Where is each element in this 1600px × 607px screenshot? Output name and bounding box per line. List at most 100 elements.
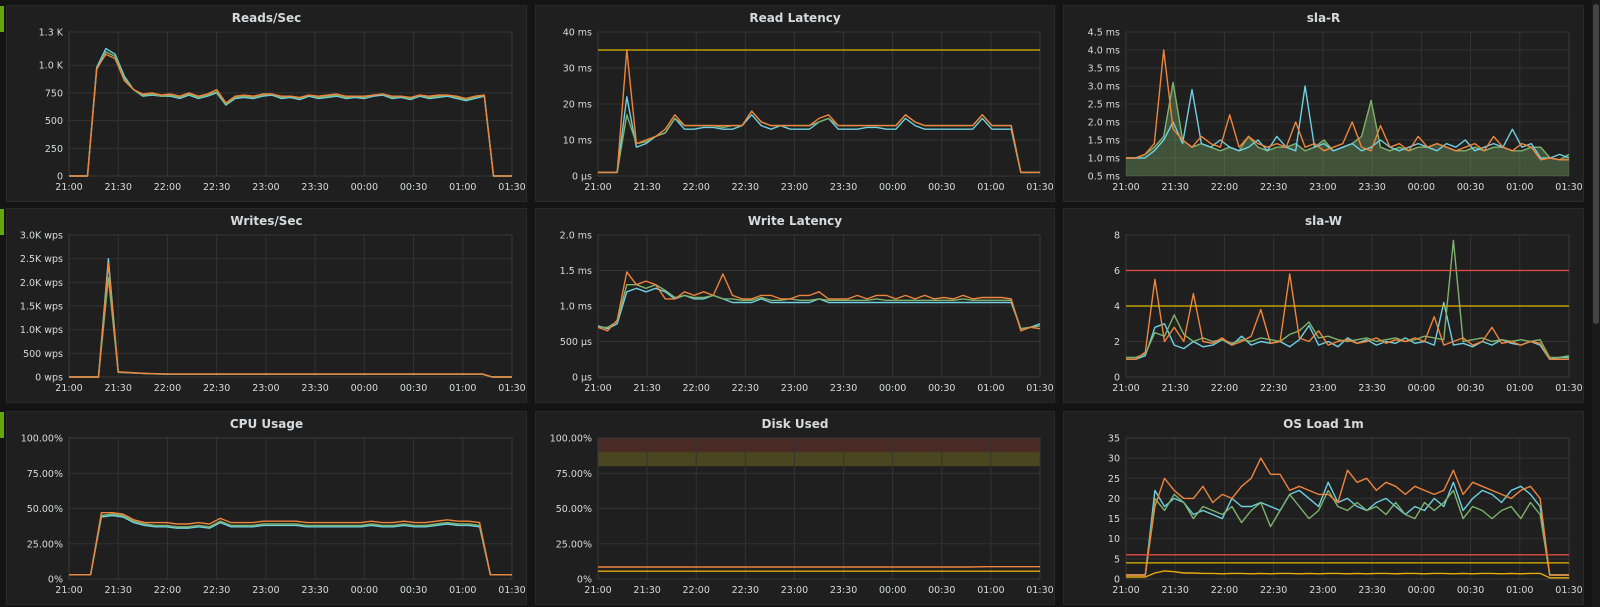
- x-tick-label: 22:30: [203, 182, 230, 193]
- series-line[interactable]: [598, 110, 1040, 174]
- y-tick-label: 1.3 K: [39, 28, 64, 39]
- series-line[interactable]: [598, 96, 1040, 174]
- series-line[interactable]: [69, 53, 512, 177]
- y-tick-label: 50.00%: [27, 504, 63, 515]
- series-line[interactable]: [1126, 489, 1569, 576]
- x-tick-label: 01:30: [498, 585, 525, 596]
- y-tick-label: 500: [45, 116, 63, 127]
- x-tick-label: 00:30: [928, 585, 955, 596]
- x-tick-label: 01:30: [1555, 383, 1582, 394]
- y-tick-label: 0: [1114, 575, 1120, 586]
- series-line[interactable]: [69, 276, 512, 378]
- series-line[interactable]: [1126, 273, 1569, 360]
- x-tick-label: 00:00: [351, 383, 378, 394]
- y-tick-label: 15: [1108, 514, 1120, 525]
- x-tick-label: 01:30: [1026, 585, 1053, 596]
- page-scrollbar[interactable]: [1592, 0, 1600, 607]
- y-tick-label: 25.00%: [27, 539, 63, 550]
- y-tick-label: 0 wps: [35, 373, 63, 384]
- panel-title[interactable]: sla-W: [1304, 214, 1343, 228]
- y-tick-label: 2.0 ms: [1088, 118, 1120, 129]
- chart-reads: 0 250 500 750 1.0 K 1.3 K 21:00 21:30 22:00 22:30…: [39, 28, 526, 194]
- panel-sla-w[interactable]: sla-W 0 2 4 6 8 21:00 21:30 22:00 22:30 23:00 23:3…: [1063, 208, 1584, 403]
- panel-title[interactable]: Write Latency: [747, 214, 843, 228]
- x-tick-label: 22:30: [1260, 585, 1287, 596]
- series-line[interactable]: [1126, 481, 1569, 576]
- y-tick-label: 2.5 ms: [1088, 100, 1120, 111]
- panel-disk[interactable]: Disk Used 0% 25.00% 50.00% 75.00% 100.00% 21:…: [535, 411, 1055, 605]
- x-tick-label: 21:00: [55, 383, 82, 394]
- series-line[interactable]: [1126, 85, 1570, 159]
- plot-frame: [1125, 31, 1570, 177]
- y-tick-label: 0%: [48, 575, 63, 586]
- x-tick-label: 00:30: [400, 585, 427, 596]
- x-tick-label: 23:00: [781, 383, 808, 394]
- x-tick-label: 23:30: [830, 383, 857, 394]
- panel-reads[interactable]: Reads/Sec 0 250 500 750 1.0 K 1.3 K 21:00 21:30…: [6, 5, 527, 202]
- plot-frame: [597, 437, 1041, 580]
- x-tick-label: 23:30: [301, 383, 328, 394]
- panel-title[interactable]: Disk Used: [761, 417, 829, 431]
- y-tick-label: 1.5K wps: [20, 302, 63, 313]
- panel-title[interactable]: Reads/Sec: [231, 11, 302, 25]
- x-tick-label: 21:30: [1162, 182, 1189, 193]
- series-line[interactable]: [69, 514, 512, 576]
- series-line[interactable]: [69, 513, 512, 576]
- series-line[interactable]: [69, 258, 512, 378]
- panel-cpu[interactable]: CPU Usage 0% 25.00% 50.00% 75.00% 100.00% 21:…: [6, 411, 527, 605]
- panel-write-latency[interactable]: Write Latency 0 µs 500 µs 1.0 ms 1.5 ms 2.0 …: [535, 208, 1055, 403]
- chart-writes: 0 wps 500 wps 1.0K wps 1.5K wps 2.0K wps 2.5K…: [20, 231, 526, 395]
- x-tick-label: 22:30: [732, 182, 759, 193]
- x-tick-label: 21:30: [1162, 383, 1189, 394]
- x-tick-label: 22:00: [154, 585, 181, 596]
- panel-title[interactable]: CPU Usage: [229, 417, 304, 431]
- panel-title[interactable]: Read Latency: [749, 11, 841, 25]
- chart-disk: 0% 25.00% 50.00% 75.00% 100.00% 21:00 21:30 22:…: [550, 434, 1054, 597]
- row-collapse-handle-2[interactable]: [0, 209, 4, 235]
- series-area: [1126, 82, 1569, 176]
- x-tick-label: 23:00: [252, 383, 279, 394]
- panel-title[interactable]: sla-R: [1306, 11, 1341, 25]
- y-tick-label: 5: [1114, 554, 1120, 565]
- x-tick-label: 23:30: [830, 585, 857, 596]
- panel-title[interactable]: OS Load 1m: [1283, 417, 1364, 431]
- series-line[interactable]: [69, 512, 512, 576]
- y-tick-label: 4.0 ms: [1088, 46, 1120, 57]
- panel-title[interactable]: Writes/Sec: [230, 214, 303, 228]
- series-line[interactable]: [69, 51, 512, 177]
- row-collapse-handle-3[interactable]: [0, 412, 4, 438]
- series-line[interactable]: [597, 271, 1041, 332]
- series-line[interactable]: [598, 284, 1041, 330]
- plot-frame: [1125, 437, 1570, 580]
- y-tick-label: 100.00%: [550, 434, 592, 445]
- row-collapse-handle-1[interactable]: [0, 6, 4, 32]
- series-line[interactable]: [69, 262, 512, 378]
- x-tick-label: 21:00: [1112, 585, 1139, 596]
- panel-read-latency[interactable]: Read Latency 0 µs 10 ms 20 ms 30 ms 40 ms 21:…: [535, 5, 1055, 202]
- chart-os-load: 0 5 10 15 20 25 30 35 21:00 21:30 22:00 22:30 23:00 2…: [1108, 434, 1583, 597]
- x-tick-label: 22:30: [203, 585, 230, 596]
- series-line[interactable]: [69, 47, 512, 177]
- x-tick-label: 00:00: [351, 182, 378, 193]
- x-tick-label: 22:00: [683, 585, 710, 596]
- plot-frame: [68, 437, 513, 580]
- panel-os-load[interactable]: OS Load 1m 0 5 10 15 20 25 30 35 21:00 21:30 22:00…: [1063, 411, 1584, 605]
- series-line[interactable]: [1126, 239, 1570, 359]
- x-tick-label: 21:30: [105, 182, 132, 193]
- plot-frame: [597, 31, 1041, 177]
- panel-writes[interactable]: Writes/Sec 0 wps 500 wps 1.0K wps 1.5K wps 2…: [6, 208, 527, 403]
- y-tick-label: 250: [45, 144, 63, 155]
- panel-sla-r[interactable]: sla-R 0.5 ms 1.0 ms 1.5 ms 2.0 ms 2.5 ms 3.0 …: [1063, 5, 1584, 202]
- series-line[interactable]: [597, 287, 1041, 330]
- series-line[interactable]: [1126, 301, 1569, 360]
- plot-frame: [597, 234, 1041, 378]
- series-line[interactable]: [1126, 49, 1569, 161]
- series-line[interactable]: [598, 49, 1040, 174]
- series-line[interactable]: [1126, 457, 1569, 576]
- scrollbar-thumb[interactable]: [1593, 4, 1599, 324]
- series-line[interactable]: [1126, 570, 1569, 579]
- x-tick-label: 01:00: [1506, 383, 1533, 394]
- x-tick-label: 01:00: [977, 182, 1004, 193]
- x-tick-label: 23:00: [1309, 585, 1336, 596]
